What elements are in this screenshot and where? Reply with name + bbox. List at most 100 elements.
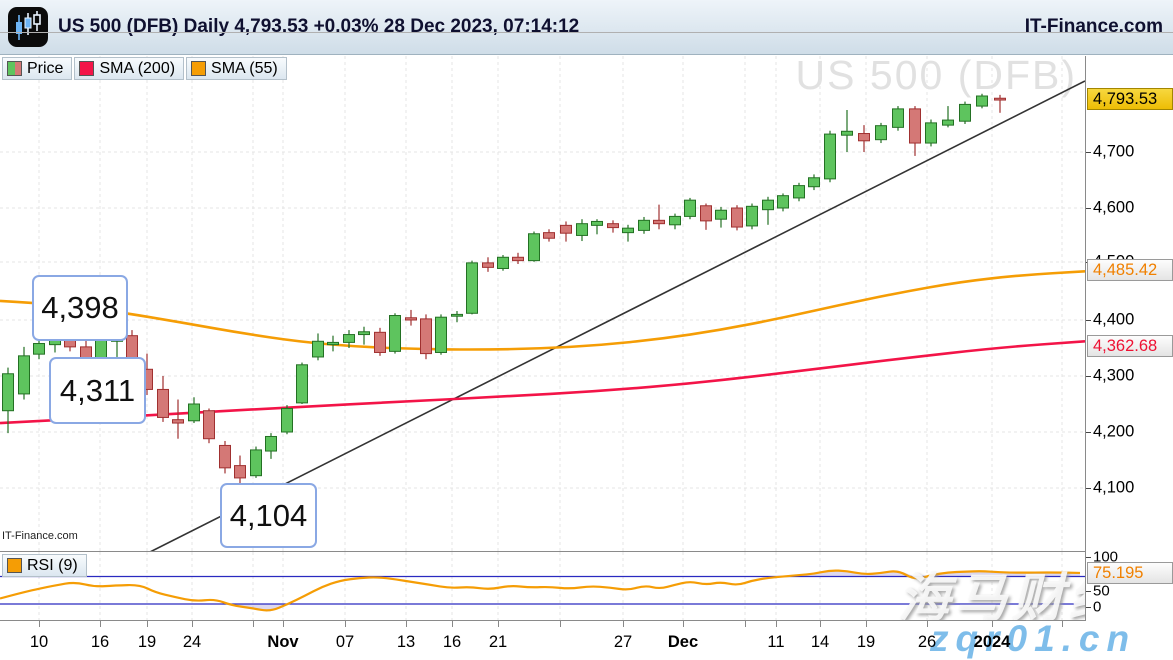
legend-price-label: Price (27, 59, 64, 77)
rsi-axis-label: 100 (1093, 548, 1119, 566)
price-swatch-icon (7, 61, 22, 76)
candle-body-up (528, 233, 540, 262)
time-axis-label: 26 (917, 633, 937, 651)
legend-item-price[interactable]: Price (2, 57, 73, 80)
instrument-title: US 500 (DFB) Daily 4,793.53 +0.03% 28 De… (58, 16, 580, 37)
price-annotation-value: 4,104 (229, 497, 308, 533)
candle-body-up (435, 316, 447, 353)
candle-body-up (296, 364, 308, 404)
candle-body-up (746, 205, 758, 227)
time-axis-tick (745, 621, 746, 627)
candle-body-up (466, 262, 478, 314)
candle-body-up (343, 334, 355, 343)
rsi-line (0, 569, 1081, 612)
time-axis-tick (147, 621, 148, 627)
price-axis-label: 4,300 (1093, 366, 1135, 385)
time-axis-label: 19 (856, 633, 876, 651)
candle-body-up (875, 125, 887, 141)
candle-body-up (892, 108, 904, 128)
price-axis-label: 4,100 (1093, 478, 1135, 497)
candle-body-up (451, 313, 463, 317)
rsi-overbought-zone (0, 570, 1080, 577)
time-axis-label: Dec (667, 633, 699, 651)
candle-body-up (684, 199, 696, 217)
url-watermark: zqr01.cn (930, 621, 1137, 659)
candle-body-down (607, 223, 619, 229)
legend-item-sma200[interactable]: SMA (200) (74, 57, 185, 80)
title-bar: US 500 (DFB) Daily 4,793.53 +0.03% 28 De… (0, 0, 1173, 55)
time-axis-label: 2024 (973, 633, 1011, 651)
price-annotation-box[interactable]: 4,104 (220, 483, 317, 548)
price-axis-tick (1086, 488, 1091, 489)
time-axis-tick (1062, 621, 1063, 627)
candle-body-up (793, 185, 805, 199)
price-chart-canvas[interactable] (0, 56, 1085, 552)
time-axis-tick (406, 621, 407, 627)
candle-body-down (512, 256, 524, 262)
candle-body-up (841, 130, 853, 136)
candle-body-up (281, 407, 293, 433)
rsi-oversold-zone (0, 604, 1080, 612)
candle-body-down (560, 224, 572, 234)
candle-body-up (925, 122, 937, 144)
app-logo-candlestick-icon[interactable] (8, 7, 48, 47)
legend-sma55-label: SMA (55) (211, 59, 278, 77)
sma55-line (0, 269, 1085, 351)
candle-body-up (389, 315, 401, 352)
rsi-axis-label: 50 (1093, 582, 1110, 600)
candle-body-up (2, 373, 14, 412)
price-axis-tick (1086, 320, 1091, 321)
price-axis-tick (1086, 376, 1091, 377)
time-axis-tick (623, 621, 624, 627)
rsi-axis-label: 0 (1093, 598, 1102, 616)
sma55-swatch-icon (191, 61, 207, 76)
candle-body-down (543, 232, 555, 239)
time-axis-label: 13 (396, 633, 416, 651)
rsi-axis-tick (1086, 591, 1091, 592)
time-axis-label: 16 (90, 633, 110, 651)
candle-body-up (327, 341, 339, 346)
candle-body-up (777, 195, 789, 209)
legend-item-sma55[interactable]: SMA (55) (186, 57, 287, 80)
time-axis-label: 19 (137, 633, 157, 651)
time-axis[interactable]: zqr01.cn 10 16 19 24 Nov 07 13 16 21 27 Dec 11 14 19 2… (0, 621, 1173, 660)
price-axis-label: 4,400 (1093, 310, 1135, 329)
candle-body-down (994, 97, 1006, 101)
candle-body-up (762, 199, 774, 211)
time-axis-tick (992, 621, 993, 627)
price-axis-tick (1086, 208, 1091, 209)
chart-credit: IT-Finance.com (2, 530, 78, 542)
indicator-value-tag: 4,362.68 (1087, 335, 1173, 357)
price-axis[interactable]: 4,7004,6004,5004,4004,3004,2004,10010050… (1085, 56, 1173, 621)
time-axis-label: 14 (810, 633, 830, 651)
candle-body-up (591, 220, 603, 226)
rsi-canvas[interactable] (0, 552, 1085, 621)
price-axis-label: 4,600 (1093, 198, 1135, 217)
time-axis-label: 24 (182, 633, 202, 651)
candle-body-up (622, 227, 634, 234)
candle-body-down (234, 465, 246, 479)
price-axis-label: 4,700 (1093, 142, 1135, 161)
time-axis-label: 11 (767, 633, 785, 651)
brand-link[interactable]: IT-Finance.com (1024, 16, 1163, 37)
time-axis-tick (192, 621, 193, 627)
price-annotation-box[interactable]: 4,398 (32, 275, 128, 341)
price-chart-panel[interactable]: US 500 (DFB) Price SMA (200) SMA (55) 4,… (0, 56, 1085, 552)
price-annotation-box[interactable]: 4,311 (49, 357, 146, 424)
candle-body-down (653, 219, 665, 225)
price-axis-tick (1086, 152, 1091, 153)
rsi-axis-tick (1086, 557, 1091, 558)
sma200-swatch-icon (79, 61, 95, 76)
candle-body-up (358, 331, 370, 336)
chart-legend: Price SMA (200) SMA (55) (2, 57, 287, 80)
legend-item-rsi[interactable]: RSI (9) (2, 554, 87, 577)
candle-body-down (172, 419, 184, 424)
time-axis-tick (100, 621, 101, 627)
time-axis-tick (560, 621, 561, 627)
legend-sma200-label: SMA (200) (99, 59, 176, 77)
time-axis-tick (452, 621, 453, 627)
rsi-panel[interactable]: 海马财经 RSI (9) (0, 551, 1085, 621)
time-axis-tick (345, 621, 346, 627)
candle-body-up (824, 133, 836, 180)
candle-body-up (312, 340, 324, 358)
